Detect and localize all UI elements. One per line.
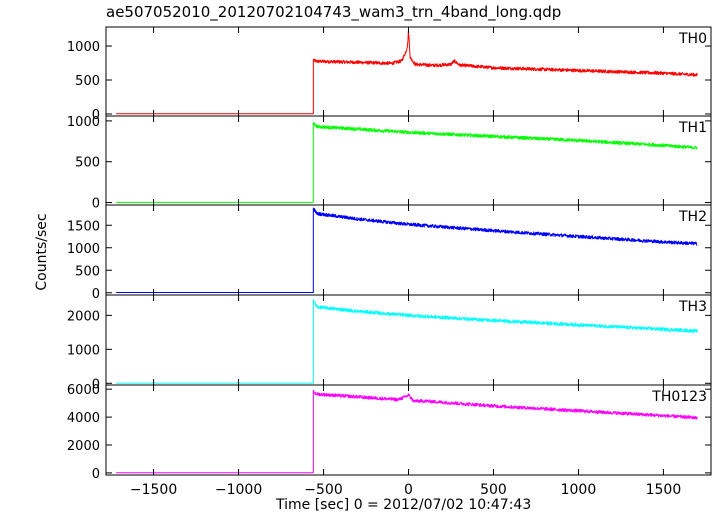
x-tick-label: 0 <box>404 482 413 498</box>
y-tick-label-th0123: 0 <box>92 467 100 482</box>
chart-title: ae507052010_20120702104743_wam3_trn_4ban… <box>106 3 562 21</box>
panel-frame-th3 <box>105 294 712 386</box>
y-tick-label-th2: 500 <box>75 264 100 279</box>
panel-frame-th0123 <box>105 384 712 476</box>
y-tick-label-th3: 2000 <box>67 309 100 324</box>
x-tick-label: −1000 <box>215 482 262 498</box>
panel-frame-th1 <box>105 115 712 206</box>
series-line-th1 <box>116 122 698 203</box>
x-tick-label: 500 <box>480 482 507 498</box>
y-tick-label-th1: 1000 <box>67 115 100 130</box>
x-axis-label: Time [sec] 0 = 2012/07/02 10:47:43 <box>276 497 532 513</box>
y-tick-label-th0: 0 <box>92 108 100 123</box>
x-tick-label: −1500 <box>130 482 177 498</box>
panel-label-th1: TH1 <box>678 120 707 136</box>
series-line-th3 <box>116 299 698 384</box>
panel-label-th2: TH2 <box>678 209 707 225</box>
panel-label-th0123: TH0123 <box>651 389 707 405</box>
series-line-th0123 <box>116 389 698 474</box>
y-tick-label-th0123: 2000 <box>67 439 100 454</box>
panel-label-th0: TH0 <box>678 31 707 47</box>
panel-frame-th2 <box>105 204 712 296</box>
y-tick-label-th2: 1000 <box>67 242 100 257</box>
y-tick-label-th1: 500 <box>75 156 100 171</box>
y-tick-label-th3: 0 <box>92 377 100 392</box>
x-tick-label: 1500 <box>646 482 682 498</box>
y-tick-label-th0: 500 <box>75 74 100 89</box>
panel-label-th3: TH3 <box>678 299 707 315</box>
y-tick-label-th0: 1000 <box>67 40 100 55</box>
y-tick-label-th2: 0 <box>92 287 100 302</box>
y-tick-label-th3: 1000 <box>67 343 100 358</box>
series-line-th0 <box>116 29 698 115</box>
x-tick-label: 1000 <box>561 482 597 498</box>
x-tick-label: −500 <box>304 482 342 498</box>
y-tick-label-th0123: 6000 <box>67 383 100 398</box>
y-tick-label-th1: 0 <box>92 197 100 212</box>
series-line-th2 <box>116 207 698 294</box>
y-tick-label-th0123: 4000 <box>67 411 100 426</box>
y-tick-label-th2: 1500 <box>67 219 100 234</box>
